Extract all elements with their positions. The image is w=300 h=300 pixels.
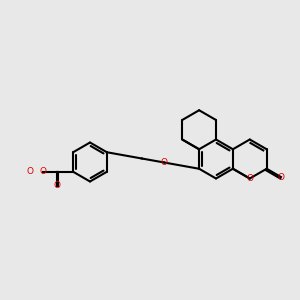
Text: O: O (246, 174, 253, 183)
Text: O: O (26, 167, 33, 176)
Text: O: O (278, 172, 284, 182)
Text: O: O (53, 181, 60, 190)
Text: O: O (160, 158, 168, 167)
Text: O: O (39, 167, 46, 176)
